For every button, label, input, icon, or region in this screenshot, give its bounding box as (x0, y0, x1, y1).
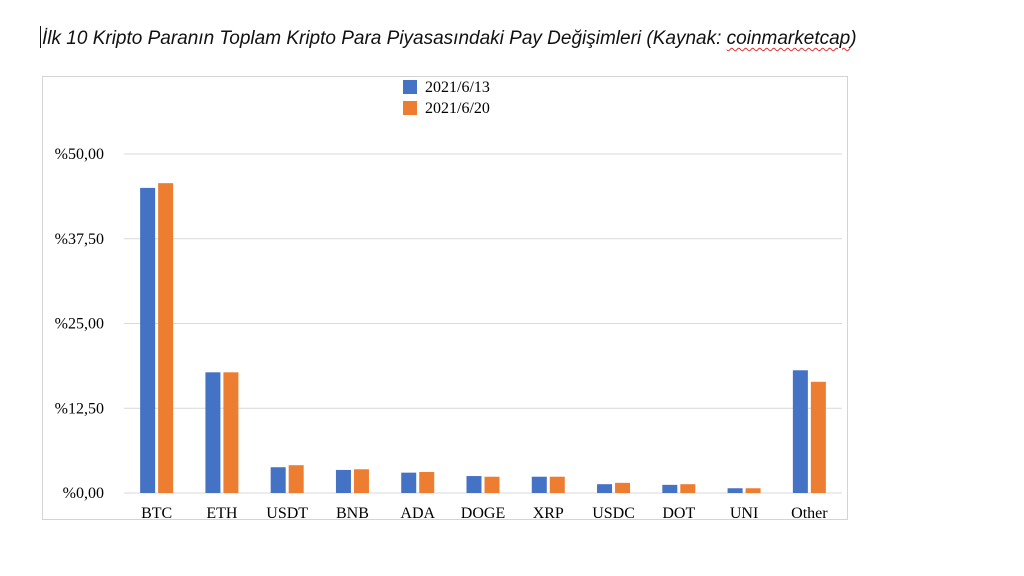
bar-ada-series-1 (401, 472, 417, 493)
bar-dot-series-2 (680, 484, 696, 493)
y-tick-label: %0,00 (63, 485, 104, 502)
bar-eth-series-2 (223, 372, 239, 493)
x-tick-label: UNI (730, 505, 758, 522)
bar-btc-series-2 (158, 183, 174, 494)
bar-uni-series-1 (727, 488, 743, 493)
x-tick-label: Other (791, 505, 828, 522)
bars (140, 183, 826, 494)
grid-lines (124, 153, 842, 494)
bar-usdc-series-1 (597, 484, 613, 493)
bar-eth-series-1 (205, 372, 221, 493)
bar-uni-series-2 (745, 488, 761, 493)
bar-doge-series-1 (466, 476, 482, 493)
bar-bnb-series-1 (335, 469, 351, 493)
x-tick-label: DOGE (461, 505, 505, 522)
bar-doge-series-2 (484, 476, 500, 493)
y-tick-label: %37,50 (55, 231, 104, 248)
x-tick-label: USDT (266, 505, 308, 522)
bar-btc-series-1 (140, 187, 156, 493)
bar-xrp-series-2 (549, 476, 565, 493)
bar-other-series-1 (792, 370, 808, 493)
x-tick-label: XRP (533, 505, 564, 522)
document-title: İlk 10 Kripto Paranın Toplam Kripto Para… (40, 26, 1010, 50)
legend: 2021/6/13 2021/6/20 (403, 79, 490, 117)
legend-swatch (403, 80, 417, 94)
title-text: İlk 10 Kripto Paranın Toplam Kripto Para… (42, 28, 727, 49)
bar-usdt-series-1 (270, 467, 286, 493)
y-tick-label: %12,50 (55, 400, 104, 417)
bar-other-series-2 (810, 381, 826, 493)
legend-label: 2021/6/13 (425, 79, 490, 96)
y-tick-label: %25,00 (55, 316, 104, 333)
title-source-word: coinmarketcap (726, 28, 851, 49)
x-tick-label: DOT (662, 505, 695, 522)
bar-bnb-series-2 (353, 469, 369, 493)
chart-frame[interactable] (42, 76, 848, 520)
x-tick-label: ETH (206, 505, 238, 522)
x-tick-label: BNB (336, 505, 369, 522)
legend-label: 2021/6/20 (425, 100, 490, 117)
bar-usdt-series-2 (288, 465, 304, 493)
x-tick-label: ADA (400, 505, 435, 522)
x-axis-tick-labels: BTC ETH USDT BNB ADA DOGE XRP USDC DOT UNI Other (141, 505, 828, 522)
x-tick-label: BTC (141, 505, 172, 522)
bar-usdc-series-2 (615, 482, 631, 493)
legend-swatch (403, 101, 417, 115)
y-axis-tick-labels: %0,00 %12,50 %25,00 %37,50 %50,00 (55, 146, 104, 502)
text-cursor (40, 26, 41, 48)
bar-ada-series-2 (419, 471, 435, 493)
bar-xrp-series-1 (531, 476, 547, 493)
y-tick-label: %50,00 (55, 146, 104, 163)
bar-dot-series-1 (662, 484, 678, 493)
title-closing: ) (850, 28, 857, 49)
x-tick-label: USDC (592, 505, 635, 522)
